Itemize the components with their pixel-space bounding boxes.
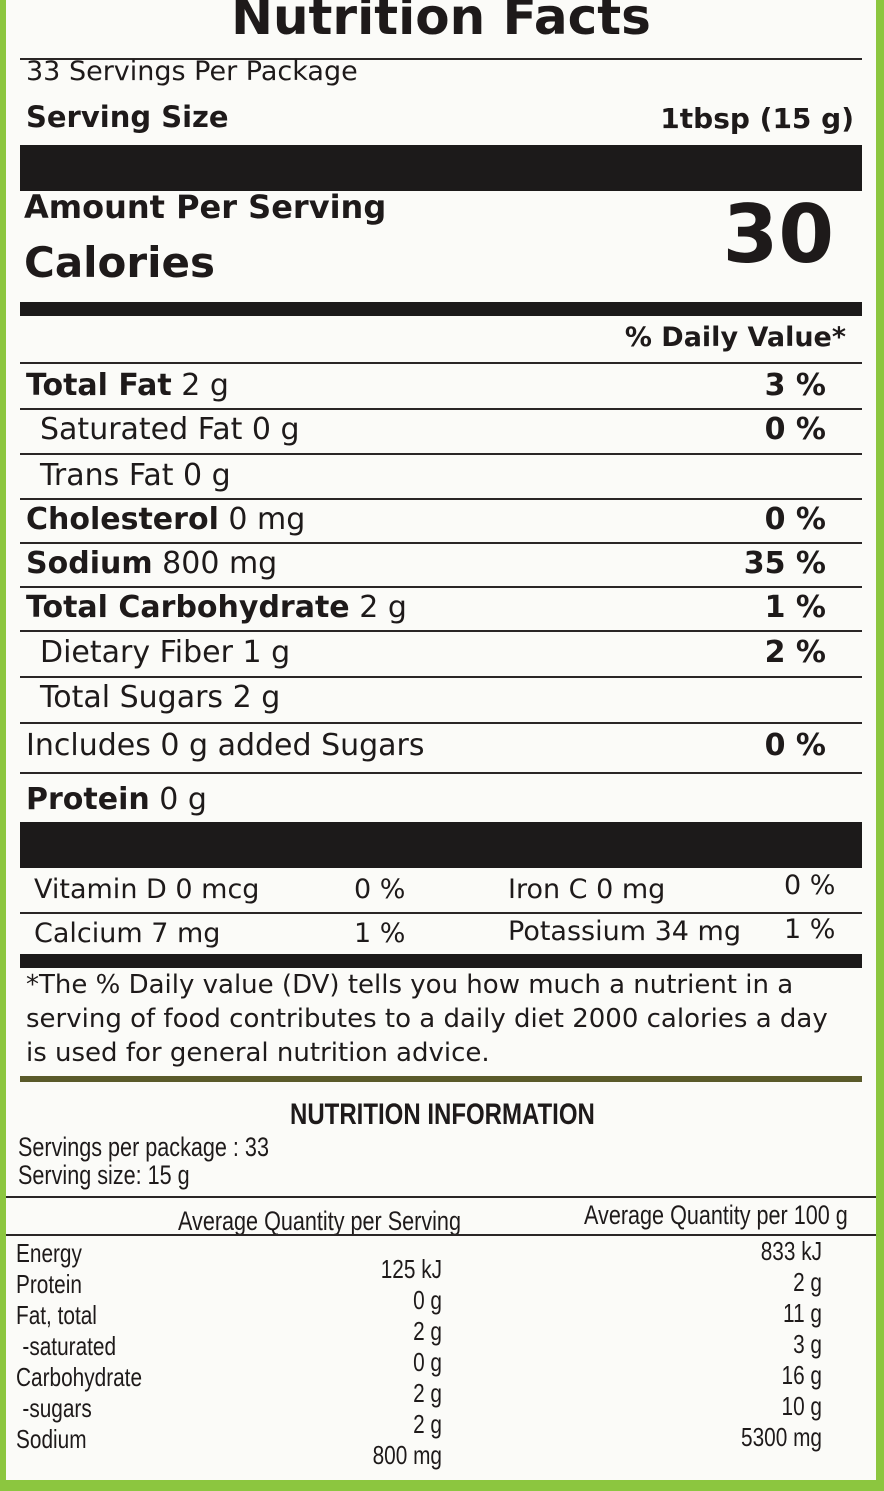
vitamin-label: Vitamin D 0 mcg <box>34 874 260 905</box>
facts-title: Nutrition Facts <box>231 0 651 46</box>
nutrient-row: Trans Fat 0 g <box>40 458 231 493</box>
medium-bar <box>20 302 862 316</box>
info-servings: Servings per package : 33 <box>18 1132 269 1162</box>
medium-bar <box>20 954 862 968</box>
thick-bar <box>20 822 862 868</box>
col-header-serving: Average Quantity per Serving <box>178 1206 461 1236</box>
calories-label: Calories <box>24 238 216 287</box>
section-divider <box>20 1076 862 1082</box>
vitamin-label: Potassium 34 mg <box>508 916 741 947</box>
vitamin-label: Iron C 0 mg <box>508 874 666 905</box>
vitamin-dv: 0 % <box>354 874 406 905</box>
vitamin-dv: 1 % <box>784 914 836 945</box>
serving-size-label: Serving Size <box>26 100 229 134</box>
vitamin-dv: 1 % <box>354 918 406 949</box>
footnote: *The % Daily value (DV) tells you how mu… <box>26 970 828 1068</box>
nutrition-label: Nutrition Facts 33 Servings Per Package … <box>6 0 876 1480</box>
vitamin-label: Calcium 7 mg <box>34 918 221 949</box>
thick-bar <box>20 145 862 191</box>
nutrient-row: Protein 0 g <box>26 782 207 817</box>
divider <box>20 58 862 60</box>
nutrient-row: Includes 0 g added Sugars 0 % <box>26 728 826 763</box>
nutrient-row: Total Sugars 2 g <box>40 680 281 715</box>
nutrient-row: Sodium 800 mg 35 % <box>26 546 826 581</box>
info-labels: Energy Protein Fat, total -saturated Carbohy… <box>16 1238 143 1454</box>
calories-value: 30 <box>722 188 834 281</box>
vitamin-dv: 0 % <box>784 870 836 901</box>
info-title: NUTRITION INFORMATION <box>290 1098 595 1131</box>
info-serving-size: Serving size: 15 g <box>18 1160 190 1190</box>
divider <box>20 362 862 364</box>
servings-per-package: 33 Servings Per Package <box>26 56 358 87</box>
col-header-100g: Average Quantity per 100 g <box>584 1200 848 1230</box>
amount-per-serving: Amount Per Serving <box>24 188 387 226</box>
daily-value-header: % Daily Value* <box>624 322 846 353</box>
nutrient-row: Cholesterol 0 mg 0 % <box>26 502 826 537</box>
serving-size-value: 1tbsp (15 g) <box>660 102 854 135</box>
